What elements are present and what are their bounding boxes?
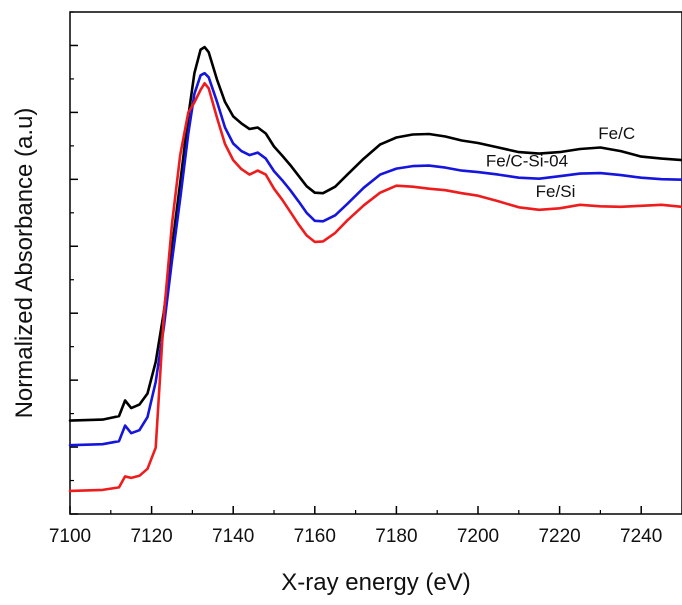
x-tick-label: 7100 — [49, 526, 91, 547]
x-tick-label: 7220 — [538, 526, 580, 547]
series-label-0: Fe/C — [598, 124, 635, 143]
x-axis-title: X-ray energy (eV) — [281, 569, 470, 596]
x-tick-label: 7180 — [375, 526, 417, 547]
series-label-2: Fe/Si — [536, 182, 576, 201]
plot-frame — [69, 11, 682, 515]
y-axis-title: Normalized Absorbance (a.u) — [11, 108, 38, 419]
x-tick-label: 7120 — [130, 526, 172, 547]
y-axis — [70, 11, 78, 515]
x-tick-label: 7140 — [212, 526, 254, 547]
series-line-1 — [68, 71, 682, 447]
x-axis: 7100 7120 7140 7160 7180 7200 7220 7240 — [49, 506, 682, 547]
series-line-2 — [68, 82, 682, 493]
x-tick-label: 7200 — [457, 526, 499, 547]
series-labels: Fe/C Fe/C-Si-04 Fe/Si — [486, 124, 635, 201]
series-layer — [68, 45, 682, 493]
series-label-1: Fe/C-Si-04 — [486, 152, 568, 171]
x-tick-label: 7160 — [294, 526, 336, 547]
x-tick-label: 7240 — [620, 526, 662, 547]
